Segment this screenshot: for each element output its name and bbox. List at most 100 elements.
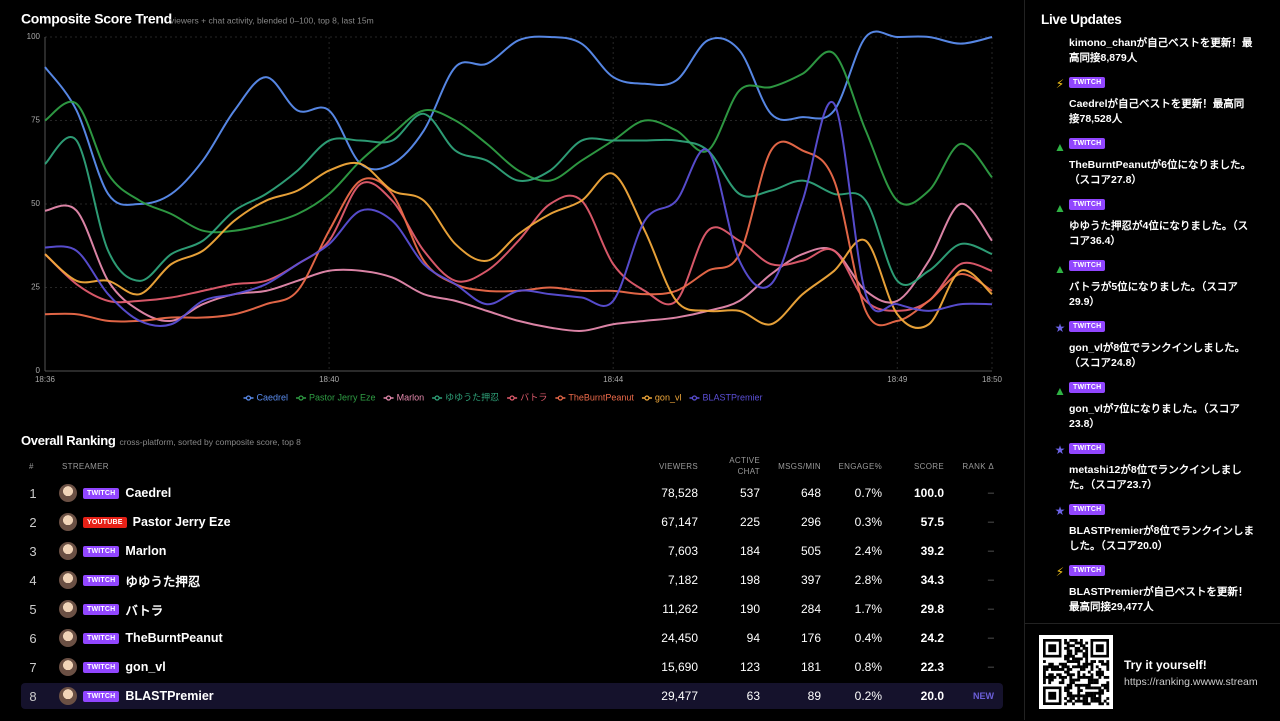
qr-module bbox=[1079, 683, 1083, 687]
qr-module bbox=[1079, 649, 1083, 653]
qr-module bbox=[1106, 660, 1110, 663]
qr-module bbox=[1093, 697, 1096, 700]
rank-delta: – bbox=[987, 603, 994, 615]
qr-module bbox=[1098, 686, 1102, 690]
qr-module bbox=[1066, 652, 1070, 656]
qr-module bbox=[1093, 681, 1096, 685]
qr-module bbox=[1090, 697, 1094, 700]
qr-module bbox=[1056, 668, 1060, 671]
column-header: ACTIVE CHAT bbox=[729, 456, 760, 476]
qr-module bbox=[1079, 694, 1083, 698]
qr-module bbox=[1077, 691, 1081, 695]
qr-module bbox=[1101, 662, 1104, 666]
avatar bbox=[59, 658, 77, 676]
qr-module bbox=[1095, 678, 1099, 682]
qr-module bbox=[1066, 646, 1070, 650]
qr-module bbox=[1082, 644, 1086, 648]
legend-item: Pastor Jerry Eze bbox=[296, 392, 376, 402]
qr-module bbox=[1043, 681, 1046, 685]
qr-module bbox=[1103, 675, 1107, 679]
qr-module bbox=[1077, 678, 1081, 682]
legend-marker bbox=[691, 395, 698, 401]
qr-module bbox=[1098, 702, 1102, 706]
qr-module bbox=[1095, 665, 1099, 669]
qr-module bbox=[1085, 657, 1089, 661]
rank-delta: – bbox=[987, 487, 994, 499]
qr-module bbox=[1079, 668, 1083, 671]
qr-module bbox=[1077, 697, 1081, 700]
qr-module bbox=[1077, 686, 1081, 690]
table-row: 7 TWITCH gon_vl 15,690 123 181 0.8% 22.3 – bbox=[21, 654, 1003, 680]
table-row: 2 YOUTUBE Pastor Jerry Eze 67,147 225 296 0.3%… bbox=[21, 509, 1003, 535]
table-row: 4 TWITCH ゆゆうた押忍 7,182 198 397 2.8% 34.3 – bbox=[21, 567, 1003, 593]
qr-module bbox=[1098, 691, 1102, 695]
qr-module bbox=[1082, 646, 1086, 650]
column-header: SCORE bbox=[914, 461, 944, 471]
qr-module bbox=[1066, 641, 1070, 645]
platform-badge: TWITCH bbox=[1069, 321, 1106, 332]
feed-text: TheBurntPeanutが6位になりました。（スコア27.8） bbox=[1069, 159, 1252, 186]
feed-text: BLASTPremierが自己ベストを更新！最高同接29,477人 bbox=[1069, 586, 1249, 613]
qr-module bbox=[1072, 702, 1075, 706]
x-tick-label: 18:36 bbox=[35, 375, 56, 384]
qr-code[interactable] bbox=[1039, 635, 1113, 709]
qr-module bbox=[1077, 641, 1081, 645]
chart-subtitle: viewers + chat activity, blended 0–100, … bbox=[170, 15, 374, 25]
qr-module bbox=[1069, 668, 1073, 671]
qr-module bbox=[1095, 686, 1099, 690]
legend-item: gon_vl bbox=[641, 392, 681, 402]
qr-module bbox=[1043, 670, 1046, 674]
promo: Try it yourself! https://ranking.wwww.st… bbox=[1025, 623, 1280, 721]
avatar bbox=[59, 484, 77, 502]
qr-module bbox=[1082, 699, 1086, 703]
qr-module bbox=[1077, 665, 1081, 669]
qr-module bbox=[1045, 668, 1049, 671]
streamer: TWITCH BLASTPremier bbox=[45, 687, 620, 705]
qr-module bbox=[1074, 652, 1078, 656]
qr-module bbox=[1090, 699, 1094, 703]
qr-module bbox=[1077, 675, 1081, 679]
legend-label: バトラ bbox=[520, 392, 547, 402]
qr-module bbox=[1064, 689, 1067, 692]
qr-module bbox=[1069, 673, 1073, 677]
qr-module bbox=[1064, 665, 1067, 669]
feed-icon: ★ bbox=[1054, 504, 1066, 518]
qr-module bbox=[1093, 678, 1096, 682]
feed-icon: ▲ bbox=[1054, 201, 1066, 215]
feed-text: gon_vlが7位になりました。（スコア23.8） bbox=[1069, 403, 1240, 430]
qr-module bbox=[1085, 652, 1089, 656]
qr-module bbox=[1066, 683, 1070, 687]
legend-item: バトラ bbox=[507, 392, 547, 402]
legend: Caedrel Pastor Jerry Eze Marlon ゆゆうた押忍 バトラ Th… bbox=[243, 391, 762, 402]
qr-module bbox=[1069, 675, 1073, 679]
qr-module bbox=[1048, 675, 1052, 679]
qr-module bbox=[1043, 678, 1046, 682]
x-tick-label: 18:44 bbox=[603, 375, 624, 384]
qr-module bbox=[1043, 665, 1046, 669]
qr-module bbox=[1066, 660, 1070, 663]
qr-module bbox=[1101, 702, 1104, 706]
qr-module bbox=[1098, 689, 1102, 692]
qr-module bbox=[1064, 686, 1067, 690]
streamer: TWITCH Marlon bbox=[45, 542, 620, 560]
legend-marker bbox=[434, 395, 440, 401]
y-tick-label: 75 bbox=[31, 116, 40, 125]
streamer: TWITCH バトラ bbox=[45, 600, 620, 619]
engagement: 0.4% bbox=[854, 631, 882, 645]
feed-text: kimono_chanが自己ベストを更新！最高同接8,879人 bbox=[1069, 37, 1253, 64]
feed-text: gon_vlが8位でランクインしました。（スコア24.8） bbox=[1069, 342, 1246, 369]
legend-label: BLASTPremier bbox=[702, 392, 762, 402]
qr-module bbox=[1072, 681, 1075, 685]
rank-delta: – bbox=[987, 632, 994, 644]
qr-module bbox=[1069, 678, 1073, 682]
qr-module bbox=[1087, 686, 1091, 690]
qr-module bbox=[1101, 689, 1104, 692]
qr-module bbox=[1082, 665, 1086, 669]
sidebar-title: Live Updates bbox=[1041, 12, 1122, 27]
qr-module bbox=[1090, 681, 1094, 685]
qr-module bbox=[1082, 694, 1086, 698]
platform-badge: TWITCH bbox=[83, 574, 120, 586]
platform-badge: TWITCH bbox=[1069, 565, 1106, 576]
promo-url[interactable]: https://ranking.wwww.stream bbox=[1124, 676, 1258, 688]
qr-module bbox=[1106, 702, 1110, 706]
